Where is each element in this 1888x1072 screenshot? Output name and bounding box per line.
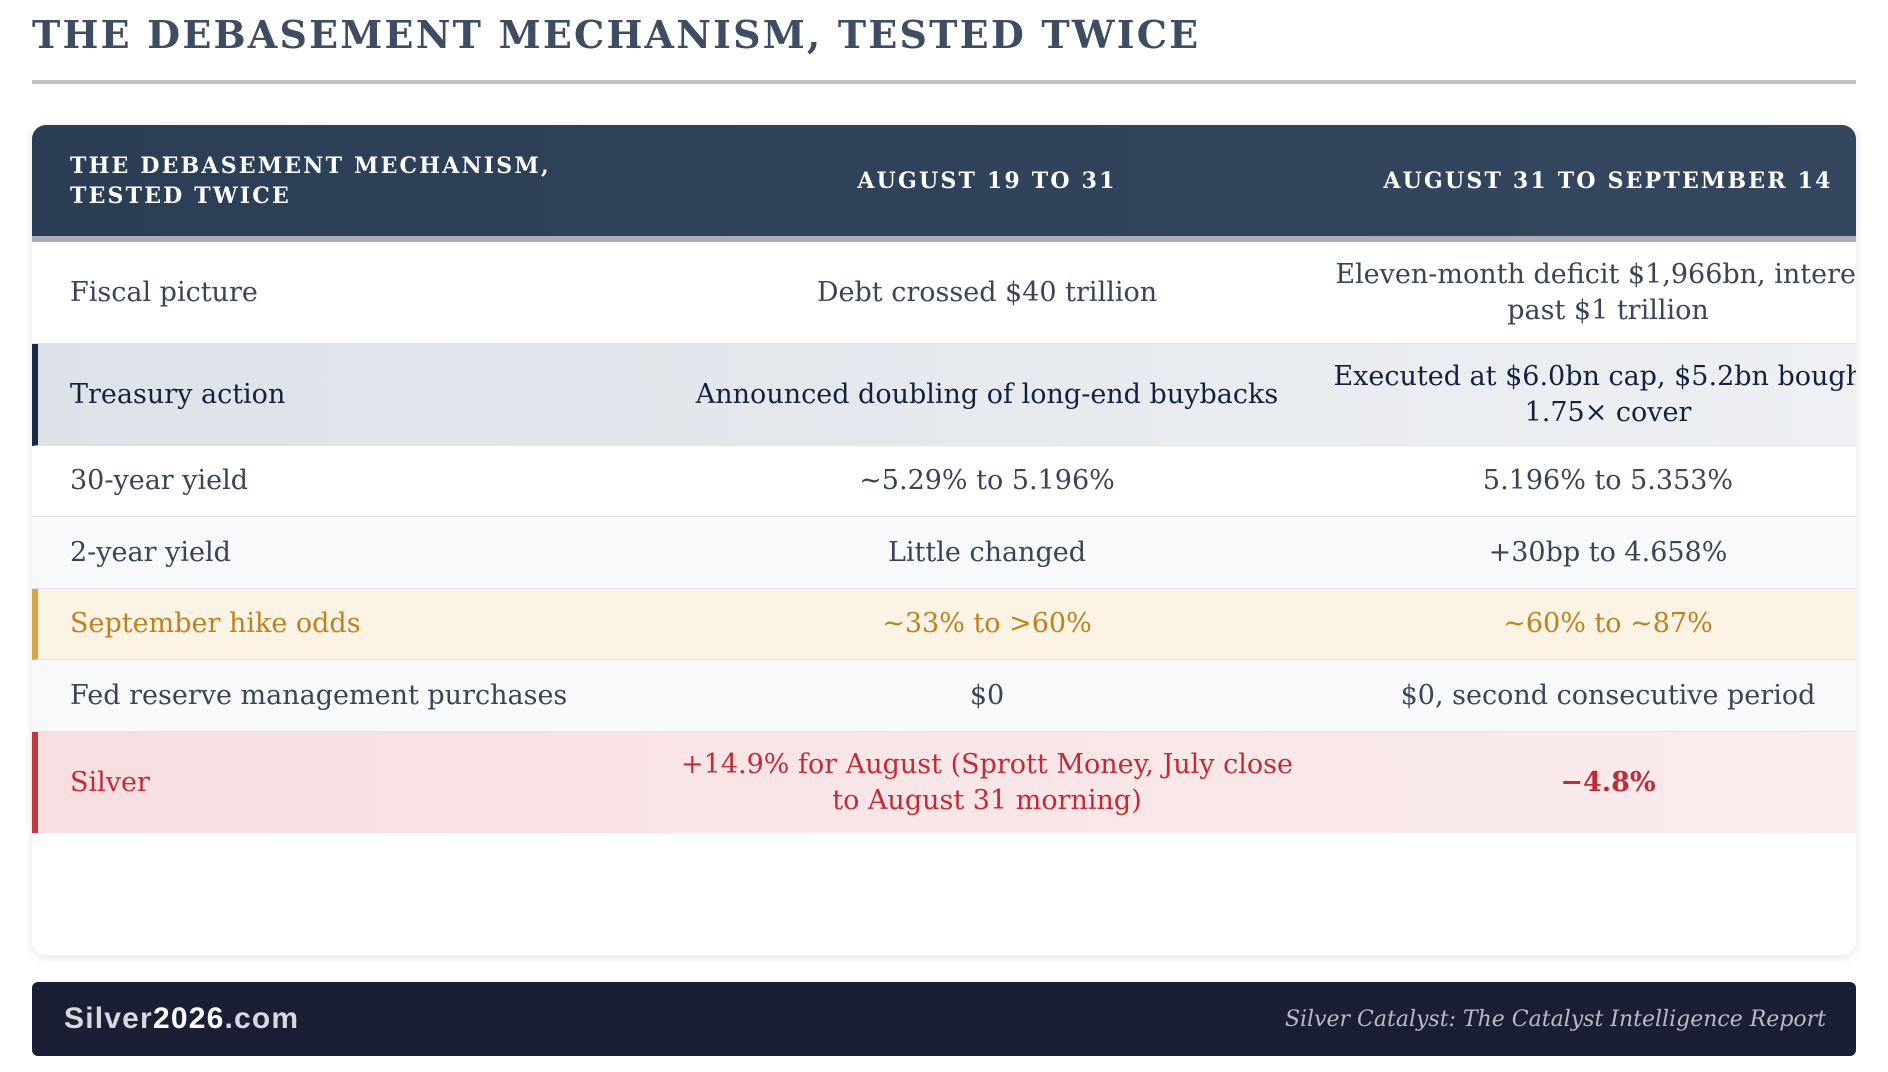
brand-prefix: Silver: [64, 1002, 153, 1035]
row-label: Fiscal picture: [70, 276, 258, 308]
row-period-2-value: Executed at $6.0bn cap, $5.2bn bought, 1…: [1333, 360, 1856, 428]
page-title: THE DEBASEMENT MECHANISM, TESTED TWICE: [32, 12, 1201, 57]
row-period-2-value: Eleven-month deficit $1,966bn, interest …: [1335, 258, 1856, 326]
table-row-fiscal-picture: Fiscal picture Debt crossed $40 trillion…: [32, 242, 1856, 344]
header-cell-period-1: AUGUST 19 TO 31: [857, 167, 1117, 194]
row-label: 30-year yield: [70, 465, 249, 496]
row-period-2-value: +30bp to 4.658%: [1488, 536, 1728, 568]
row-period-1-value: Announced doubling of long-end buybacks: [695, 378, 1279, 410]
header-cell-category: THE DEBASEMENT MECHANISM, TESTED TWICE: [70, 152, 551, 209]
row-period-2-value: −4.8%: [1560, 766, 1656, 798]
table-row-september-hike-odds: September hike odds ~33% to >60% ~60% to…: [32, 589, 1856, 660]
row-label: 2-year yield: [70, 536, 231, 568]
row-label: Treasury action: [70, 378, 286, 410]
table-row-30-year-yield: 30-year yield ~5.29% to 5.196% 5.196% to…: [32, 446, 1856, 517]
row-label: September hike odds: [70, 608, 361, 639]
brand-suffix: .com: [224, 1002, 300, 1035]
row-period-2-value: ~60% to ~87%: [1503, 608, 1713, 639]
row-label: Silver: [70, 766, 150, 798]
table-row-silver: Silver +14.9% for August (Sprott Money, …: [32, 732, 1856, 833]
row-period-1-value: Little changed: [887, 536, 1086, 568]
table-row-2-year-yield: 2-year yield Little changed +30bp to 4.6…: [32, 517, 1856, 589]
row-label: Fed reserve management purchases: [70, 679, 568, 711]
footer-tagline: Silver Catalyst: The Catalyst Intelligen…: [1284, 1006, 1826, 1032]
footer-bar: Silver 2026 .com Silver Catalyst: The Cata…: [32, 982, 1856, 1056]
row-period-2-value: 5.196% to 5.353%: [1482, 465, 1734, 496]
row-period-1-value: ~33% to >60%: [882, 608, 1092, 639]
header-cell-period-2: AUGUST 31 TO SEPTEMBER 14: [1383, 167, 1833, 194]
row-period-1-value: ~5.29% to 5.196%: [859, 465, 1115, 496]
row-period-1-value: +14.9% for August (Sprott Money, July cl…: [681, 748, 1293, 816]
title-divider: [32, 80, 1856, 84]
row-period-2-value: $0, second consecutive period: [1400, 679, 1816, 711]
comparison-table: THE DEBASEMENT MECHANISM, TESTED TWICE A…: [32, 125, 1856, 955]
table-row-fed-reserve-purchases: Fed reserve management purchases $0 $0, …: [32, 660, 1856, 732]
brand-logo[interactable]: Silver 2026 .com: [64, 982, 299, 1056]
table-header: THE DEBASEMENT MECHANISM, TESTED TWICE A…: [32, 125, 1856, 242]
row-period-1-value: Debt crossed $40 trillion: [816, 276, 1158, 308]
brand-strong: 2026: [152, 1002, 225, 1035]
table-row-treasury-action: Treasury action Announced doubling of lo…: [32, 344, 1856, 446]
row-period-1-value: $0: [969, 679, 1005, 711]
